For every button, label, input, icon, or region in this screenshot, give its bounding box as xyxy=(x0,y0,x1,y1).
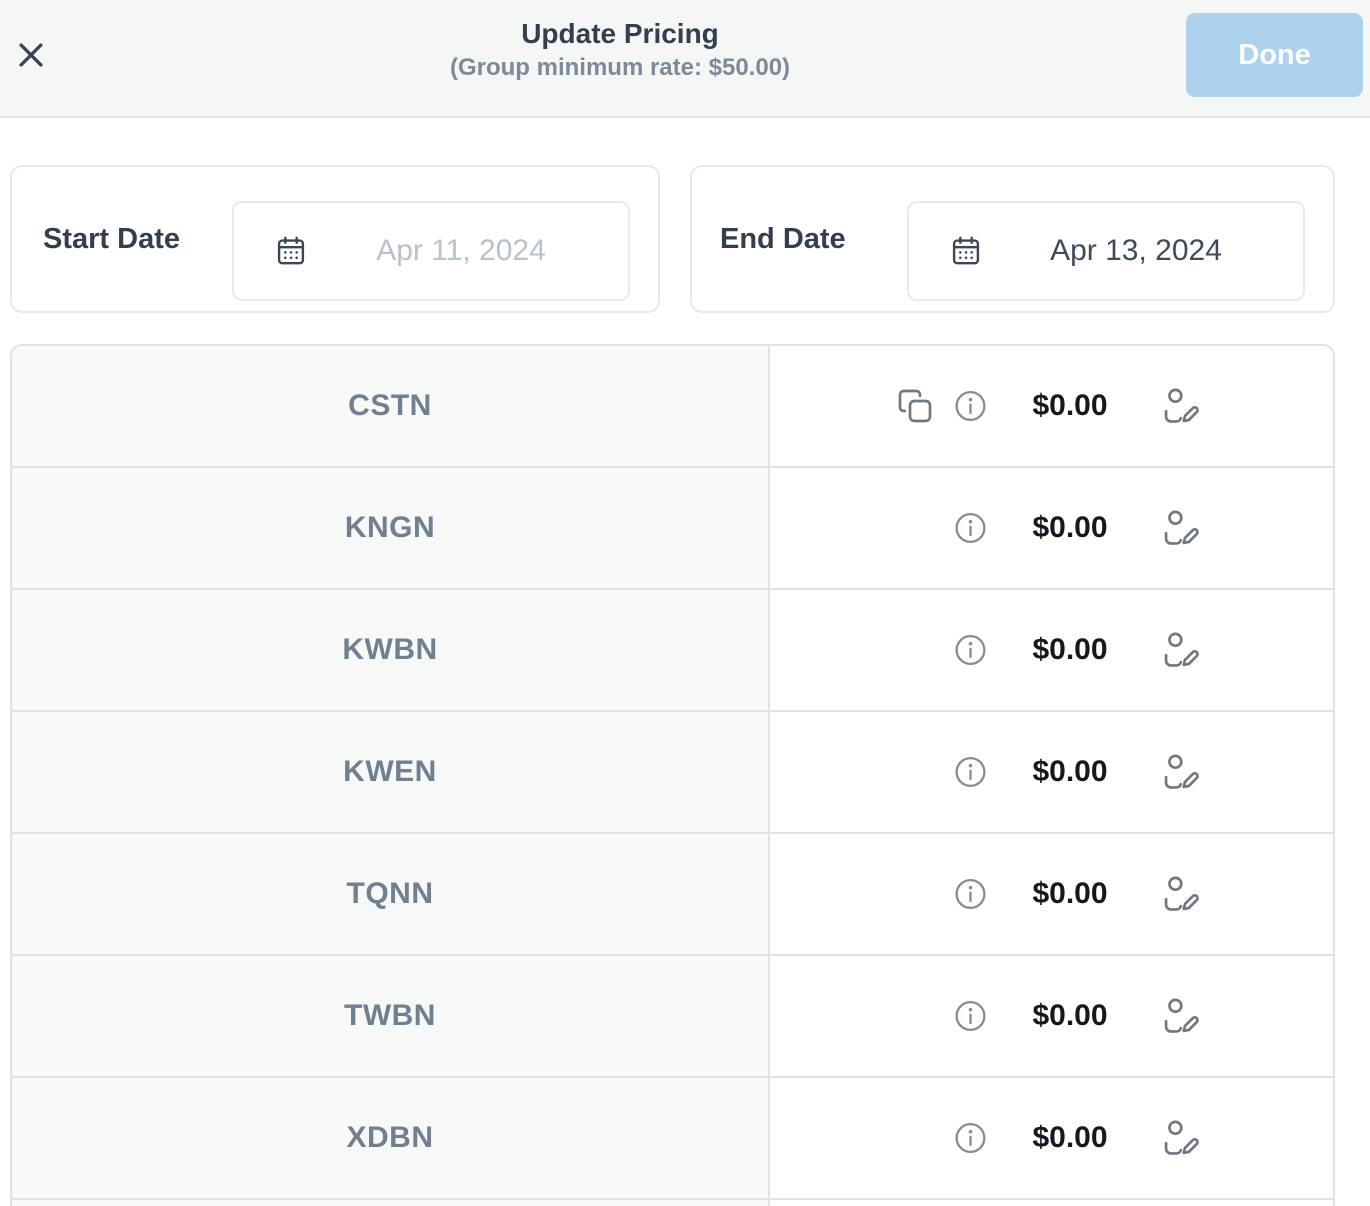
user-edit-icon xyxy=(1158,873,1201,916)
rate-code-label: KNGN xyxy=(344,511,436,544)
rate-code-label: KWBN xyxy=(342,633,438,666)
table-row: TWBN $0.00 xyxy=(12,956,1333,1078)
info-icon xyxy=(952,754,989,791)
info-icon xyxy=(952,510,989,547)
info-button[interactable] xyxy=(952,876,989,913)
page-title: Update Pricing xyxy=(521,18,719,49)
info-icon xyxy=(952,388,989,425)
edit-rate-button[interactable] xyxy=(1158,873,1201,916)
info-button[interactable] xyxy=(952,510,989,547)
price-value: $0.00 xyxy=(1032,999,1108,1032)
start-date-card: Start Date Apr 11, 2024 xyxy=(10,165,660,313)
price-value: $0.00 xyxy=(1032,1121,1108,1154)
copy-button[interactable] xyxy=(895,386,935,426)
user-edit-icon xyxy=(1158,385,1201,428)
info-button[interactable] xyxy=(952,754,989,791)
rate-code-label: TWBN xyxy=(344,999,436,1032)
table-row: KWEN $0.00 xyxy=(12,712,1333,834)
edit-rate-button[interactable] xyxy=(1158,385,1201,428)
info-icon xyxy=(952,1120,989,1157)
page-subtitle: (Group minimum rate: $50.00) xyxy=(449,54,791,81)
edit-rate-button[interactable] xyxy=(1158,751,1201,794)
end-date-label: End Date xyxy=(720,222,846,255)
user-edit-icon xyxy=(1158,995,1201,1038)
info-icon xyxy=(952,632,989,669)
info-button[interactable] xyxy=(952,632,989,669)
rate-price-cell: $0.00 xyxy=(770,468,1333,590)
done-button[interactable]: Done xyxy=(1186,13,1363,97)
edit-rate-button[interactable] xyxy=(1158,1117,1201,1160)
edit-rate-button[interactable] xyxy=(1158,629,1201,672)
price-value: $0.00 xyxy=(1032,633,1108,666)
price-value: $0.00 xyxy=(1032,389,1108,422)
rate-code-cell: CSTN xyxy=(12,346,770,468)
edit-rate-button[interactable] xyxy=(1158,507,1201,550)
start-date-input[interactable]: Apr 11, 2024 xyxy=(232,201,630,301)
edit-rate-button[interactable] xyxy=(1158,995,1201,1038)
table-row-partial xyxy=(12,1200,1333,1206)
rate-price-cell: $0.00 xyxy=(770,346,1333,468)
table-row: CSTN $0.00 xyxy=(12,346,1333,468)
calendar-icon xyxy=(274,234,308,268)
rate-price-cell: $0.00 xyxy=(770,1078,1333,1200)
rate-code-cell: KWEN xyxy=(12,712,770,834)
rate-code-label: KWEN xyxy=(343,755,437,788)
user-edit-icon xyxy=(1158,751,1201,794)
rate-code-cell: KNGN xyxy=(12,468,770,590)
modal-header: Update Pricing (Group minimum rate: $50.… xyxy=(0,0,1370,118)
info-button[interactable] xyxy=(952,388,989,425)
info-button[interactable] xyxy=(952,1120,989,1157)
rate-price-cell: $0.00 xyxy=(770,834,1333,956)
price-value: $0.00 xyxy=(1032,755,1108,788)
modal-title-block: Update Pricing (Group minimum rate: $50.… xyxy=(0,16,1240,84)
rate-code-label: XDBN xyxy=(346,1121,434,1154)
price-value: $0.00 xyxy=(1032,511,1108,544)
rate-price-cell: $0.00 xyxy=(770,956,1333,1078)
rate-code-cell: KWBN xyxy=(12,590,770,712)
table-row: KNGN $0.00 xyxy=(12,468,1333,590)
rate-price-cell: $0.00 xyxy=(770,590,1333,712)
close-button[interactable] xyxy=(14,36,52,74)
end-date-value: Apr 13, 2024 xyxy=(1050,234,1222,267)
table-row: KWBN $0.00 xyxy=(12,590,1333,712)
table-row: TQNN $0.00 xyxy=(12,834,1333,956)
user-edit-icon xyxy=(1158,1117,1201,1160)
rate-price-cell: $0.00 xyxy=(770,712,1333,834)
pricing-table-rows: CSTN $0.00 xyxy=(12,346,1333,1200)
price-value: $0.00 xyxy=(1032,877,1108,910)
end-date-card: End Date Apr 13, 2024 xyxy=(690,165,1335,313)
rate-code-cell: TQNN xyxy=(12,834,770,956)
start-date-value: Apr 11, 2024 xyxy=(376,234,546,267)
info-button[interactable] xyxy=(952,998,989,1035)
copy-icon xyxy=(895,386,935,426)
close-icon xyxy=(14,38,52,72)
end-date-input[interactable]: Apr 13, 2024 xyxy=(907,201,1305,301)
user-edit-icon xyxy=(1158,629,1201,672)
calendar-icon xyxy=(949,234,983,268)
info-icon xyxy=(952,998,989,1035)
pricing-table: CSTN $0.00 xyxy=(10,344,1335,1206)
table-row: XDBN $0.00 xyxy=(12,1078,1333,1200)
rate-code-cell: XDBN xyxy=(12,1078,770,1200)
rate-code-label: CSTN xyxy=(348,389,432,422)
start-date-label: Start Date xyxy=(43,222,180,255)
user-edit-icon xyxy=(1158,507,1201,550)
rate-code-cell: TWBN xyxy=(12,956,770,1078)
info-icon xyxy=(952,876,989,913)
rate-code-label: TQNN xyxy=(346,877,434,910)
